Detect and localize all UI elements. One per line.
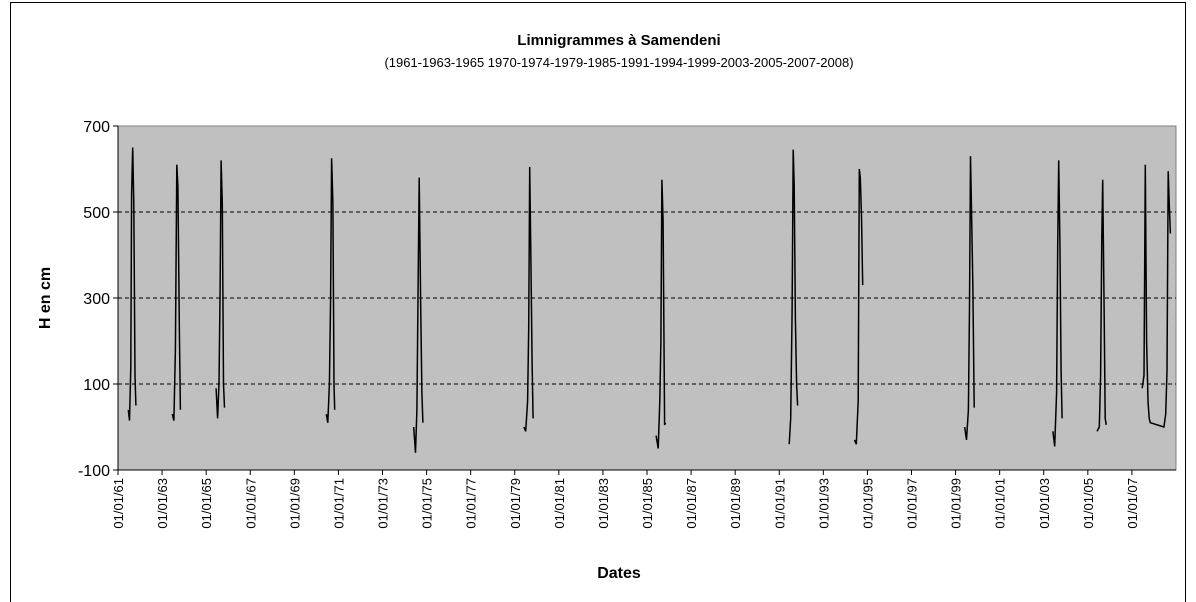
y-tick-label: 700 (83, 119, 110, 136)
x-tick-label: 01/01/89 (728, 478, 743, 529)
x-tick-label: 01/01/03 (1037, 478, 1052, 529)
x-tick-label: 01/01/77 (464, 478, 479, 529)
x-tick-label: 01/01/63 (155, 478, 170, 529)
chart-subtitle: (1961-1963-1965 1970-1974-1979-1985-1991… (384, 55, 853, 70)
x-tick-label: 01/01/97 (905, 478, 920, 529)
chart-title: Limnigrammes à Samendeni (517, 32, 720, 49)
x-tick-label: 01/01/83 (596, 478, 611, 529)
x-tick-label: 01/01/73 (376, 478, 391, 529)
x-tick-label: 01/01/81 (552, 478, 567, 529)
x-tick-label: 01/01/91 (772, 478, 787, 529)
x-tick-label: 01/01/87 (684, 478, 699, 529)
x-tick-label: 01/01/07 (1125, 478, 1140, 529)
x-tick-label: 01/01/95 (860, 478, 875, 529)
y-axis-label: H en cm (37, 267, 54, 329)
x-tick-label: 01/01/79 (508, 478, 523, 529)
y-tick-label: 500 (83, 205, 110, 222)
x-tick-label: 01/01/05 (1081, 478, 1096, 529)
data-line (127, 147, 1172, 453)
y-tick-label: 300 (83, 291, 110, 308)
x-tick-label: 01/01/71 (331, 478, 346, 529)
x-tick-label: 01/01/67 (243, 478, 258, 529)
x-tick-label: 01/01/75 (420, 478, 435, 529)
y-tick-label: 100 (83, 377, 110, 394)
y-tick-label: -100 (78, 463, 110, 480)
x-tick-label: 01/01/61 (111, 478, 126, 529)
x-tick-label: 01/01/65 (199, 478, 214, 529)
x-tick-label: 01/01/01 (993, 478, 1008, 529)
x-axis-label: Dates (597, 565, 641, 582)
x-tick-label: 01/01/85 (640, 478, 655, 529)
x-tick-label: 01/01/99 (949, 478, 964, 529)
x-tick-label: 01/01/69 (287, 478, 302, 529)
x-tick-label: 01/01/93 (816, 478, 831, 529)
